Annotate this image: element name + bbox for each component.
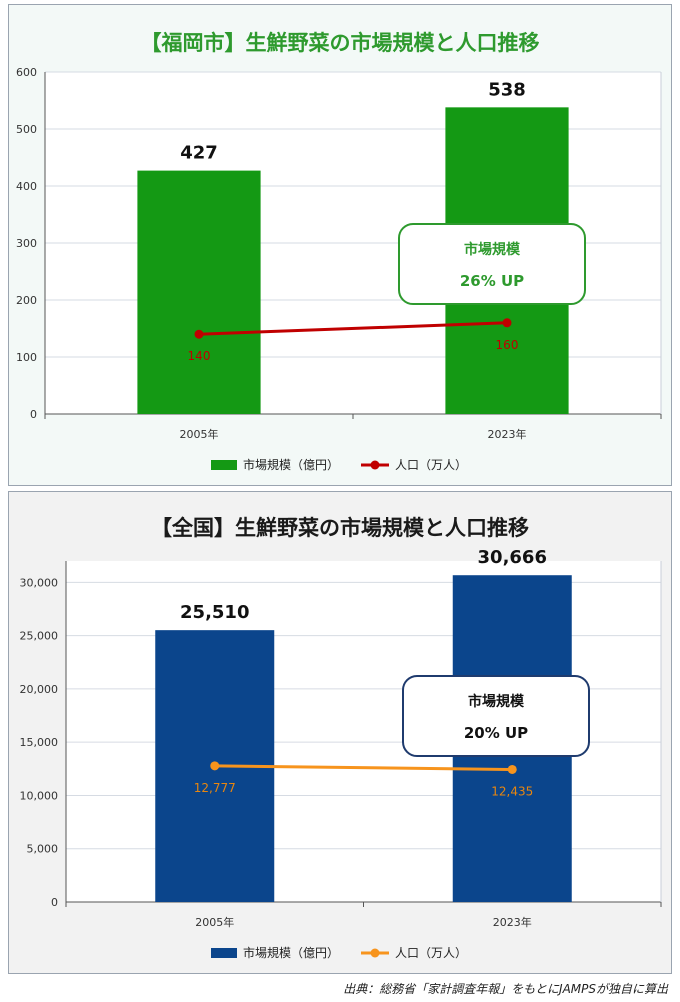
callout-value: 26% UP	[460, 272, 524, 290]
callout-box	[398, 223, 586, 305]
legend-line-label: 人口（万人）	[395, 458, 467, 472]
legend-line-label: 人口（万人）	[395, 946, 467, 960]
bar-value-label: 25,510	[180, 602, 249, 623]
x-tick-label: 2023年	[493, 915, 532, 929]
y-tick-label: 100	[16, 351, 37, 364]
y-tick-label: 200	[16, 294, 37, 307]
bar-value-label: 30,666	[478, 547, 547, 568]
y-tick-label: 500	[16, 123, 37, 136]
legend-bar-label: 市場規模（億円）	[243, 945, 339, 960]
population-value-label: 140	[188, 349, 211, 363]
legend-line-marker	[370, 948, 380, 958]
x-tick-label: 2005年	[195, 915, 234, 929]
y-tick-label: 600	[16, 66, 37, 79]
fukuoka-chart-panel: 【福岡市】生鮮野菜の市場規模と人口推移 0 100 200 300 400 500 600 2…	[8, 4, 672, 486]
y-tick-label: 15,000	[20, 736, 59, 749]
national-chart-svg: 0 5,000 10,000 15,000 20,000 25,000 30,000 2005…	[20, 547, 662, 960]
y-tick-label: 0	[51, 896, 58, 909]
y-tick-label: 25,000	[20, 630, 59, 643]
callout-box	[402, 675, 590, 757]
population-value-label: 12,435	[491, 784, 533, 798]
population-point	[194, 329, 204, 339]
x-tick-label: 2005年	[180, 427, 219, 441]
chart-title: 【福岡市】生鮮野菜の市場規模と人口推移	[140, 31, 540, 55]
callout-title: 市場規模	[468, 693, 525, 710]
bar-value-label: 538	[488, 79, 526, 100]
population-point	[507, 764, 517, 774]
legend-line-marker	[370, 460, 380, 470]
y-tick-label: 10,000	[20, 789, 59, 802]
callout-title: 市場規模	[464, 241, 521, 258]
legend-bar-swatch	[211, 948, 237, 958]
national-chart-panel: 【全国】生鮮野菜の市場規模と人口推移 0 5,000 10,000 15,000 20,…	[8, 491, 672, 974]
population-point	[210, 761, 220, 771]
y-tick-label: 300	[16, 237, 37, 250]
source-note: 出典：総務省「家計調査年報」をもとにJAMPSが独自に算出	[343, 982, 668, 996]
callout-value: 20% UP	[464, 724, 528, 742]
population-point	[502, 318, 512, 328]
population-line	[198, 321, 508, 336]
y-tick-label: 400	[16, 180, 37, 193]
legend-bar-label: 市場規模（億円）	[243, 457, 339, 472]
population-value-label: 160	[496, 338, 519, 352]
y-tick-label: 20,000	[20, 683, 59, 696]
fukuoka-chart-svg: 0 100 200 300 400 500 600 2005年 2023年 427 538 140 16…	[16, 66, 662, 472]
population-line	[214, 764, 513, 771]
population-value-label: 12,777	[194, 781, 236, 795]
bar	[137, 170, 261, 414]
x-tick-label: 2023年	[488, 427, 527, 441]
chart-title: 【全国】生鮮野菜の市場規模と人口推移	[151, 516, 529, 540]
y-tick-label: 5,000	[27, 843, 59, 856]
y-tick-label: 30,000	[20, 576, 59, 589]
legend-bar-swatch	[211, 460, 237, 470]
y-tick-label: 0	[30, 408, 37, 421]
bar-value-label: 427	[180, 143, 218, 164]
